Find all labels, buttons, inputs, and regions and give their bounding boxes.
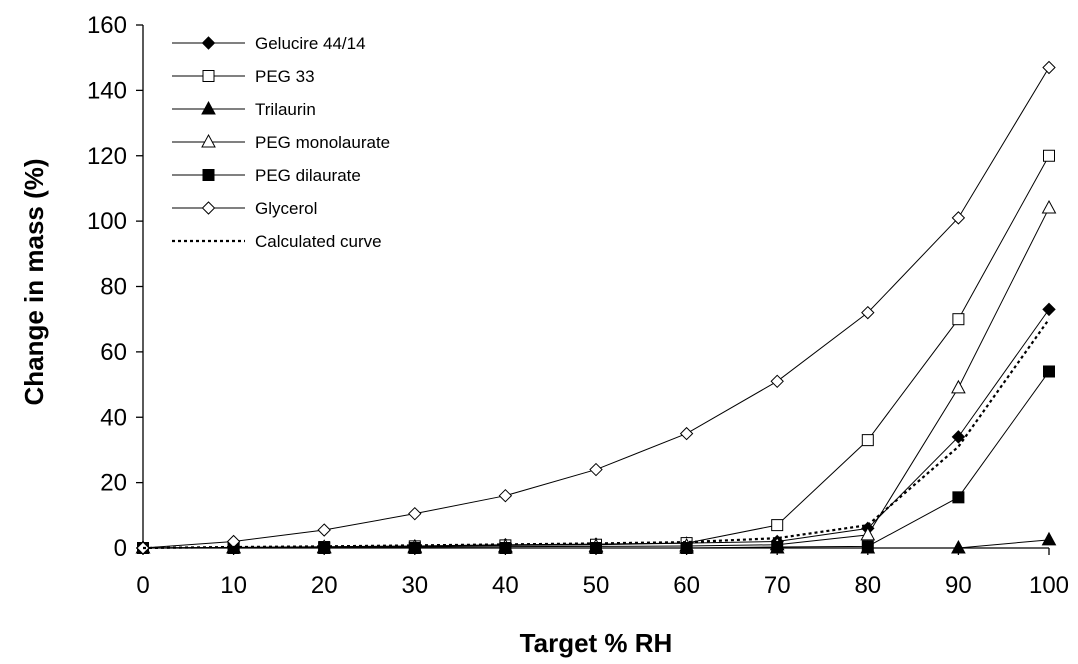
x-tick-label: 30 <box>401 572 428 599</box>
axes: 0 20 40 60 80 100 120 140 160 0 10 20 30 40 50 60 70 80 90… <box>87 12 1069 599</box>
data-point <box>1041 200 1057 214</box>
x-tick-label: 20 <box>311 572 338 599</box>
data-point <box>589 462 603 477</box>
x-tick-label: 100 <box>1029 572 1069 599</box>
legend-item: PEG 33 <box>172 67 315 86</box>
data-point <box>679 426 694 441</box>
legend-label: Glycerol <box>255 199 317 218</box>
legend-item: Calculated curve <box>172 232 382 251</box>
data-point <box>951 211 966 225</box>
data-point <box>202 169 215 181</box>
legend-item: PEG dilaurate <box>172 166 361 185</box>
x-tick-label: 50 <box>583 572 610 599</box>
data-point <box>1042 60 1056 75</box>
x-axis-title: Target % RH <box>520 628 673 658</box>
data-point <box>590 542 602 554</box>
y-tick-label: 80 <box>100 274 127 301</box>
data-point <box>201 36 216 50</box>
y-tick-label: 140 <box>87 77 127 104</box>
y-tick-label: 120 <box>87 143 127 170</box>
x-tick-label: 0 <box>136 572 149 599</box>
x-tick-label: 60 <box>673 572 700 599</box>
x-tick-label: 70 <box>764 572 791 599</box>
series-calculated-curve <box>142 318 1050 550</box>
x-tick-label: 80 <box>854 572 881 599</box>
data-point <box>861 434 874 447</box>
data-point <box>1041 531 1057 546</box>
data-point <box>202 70 215 82</box>
legend-label: PEG 33 <box>255 67 315 86</box>
data-point <box>952 491 965 504</box>
legend-item: Gelucire 44/14 <box>172 34 366 53</box>
y-tick-label: 60 <box>100 339 127 366</box>
data-point <box>952 313 965 326</box>
data-point <box>1043 365 1055 378</box>
data-point <box>861 305 875 320</box>
legend-label: Gelucire 44/14 <box>255 34 366 53</box>
data-point <box>861 540 874 553</box>
x-tick-label: 90 <box>945 572 972 599</box>
legend: Gelucire 44/14 PEG 33 Trilaurin PEG monolau… <box>172 34 390 251</box>
data-point <box>408 542 421 554</box>
data-point <box>317 523 331 537</box>
y-tick-label: 20 <box>100 470 127 497</box>
data-point <box>951 379 966 394</box>
series-line <box>143 371 1050 549</box>
series-line <box>142 318 1050 550</box>
legend-item: Trilaurin <box>172 100 316 119</box>
y-axis-title: Change in mass (%) <box>19 158 49 405</box>
y-tick-label: 160 <box>87 12 127 39</box>
legend-label: PEG monolaurate <box>255 133 390 152</box>
data-point <box>951 539 966 554</box>
data-point <box>771 541 784 554</box>
series-peg-monolaurate <box>135 200 1057 554</box>
x-tick-label: 10 <box>220 572 247 599</box>
legend-label: Calculated curve <box>255 232 382 251</box>
x-tick-label: 40 <box>492 572 519 599</box>
data-point <box>499 542 512 554</box>
series-line <box>142 309 1050 549</box>
data-point <box>1043 149 1055 162</box>
series-line <box>142 207 1050 549</box>
legend-item: Glycerol <box>172 199 317 218</box>
data-point <box>498 488 513 503</box>
series-glycerol <box>136 60 1056 555</box>
data-point <box>860 526 876 541</box>
y-tick-label: 40 <box>100 404 127 431</box>
data-point <box>408 506 422 521</box>
data-point <box>770 374 784 389</box>
data-point <box>201 100 216 115</box>
series-layer <box>135 60 1057 555</box>
y-tick-label: 100 <box>87 208 127 235</box>
data-point <box>951 430 966 444</box>
legend-label: PEG dilaurate <box>255 166 361 185</box>
series-peg-dilaurate <box>137 365 1055 554</box>
y-tick-label: 0 <box>114 535 127 562</box>
data-point <box>771 519 784 532</box>
data-point <box>201 133 216 148</box>
data-point <box>201 201 216 215</box>
data-point <box>680 542 693 554</box>
legend-label: Trilaurin <box>255 100 316 119</box>
series-gelucire-44-14 <box>136 302 1056 555</box>
data-point <box>1042 302 1056 317</box>
data-point <box>318 542 331 554</box>
legend-item: PEG monolaurate <box>172 133 390 152</box>
